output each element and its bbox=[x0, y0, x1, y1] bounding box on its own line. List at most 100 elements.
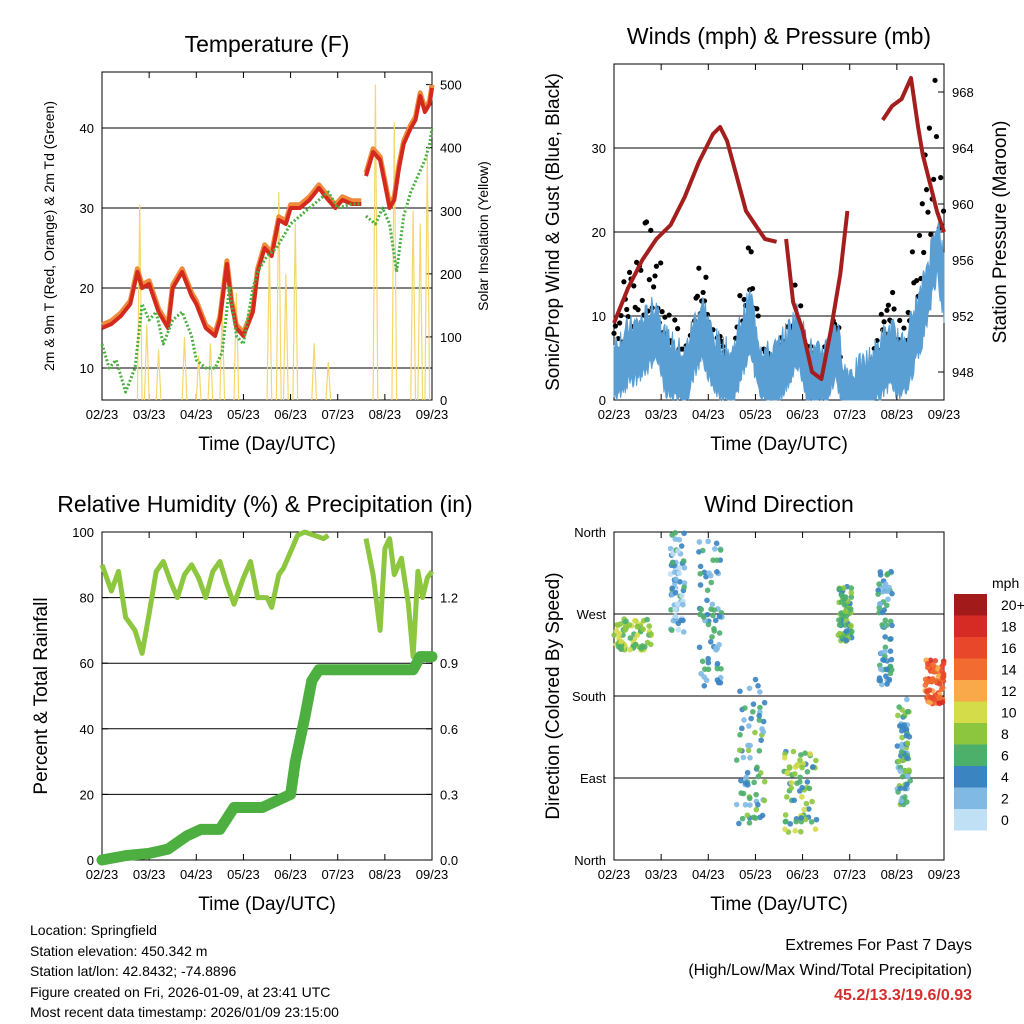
direction-dot bbox=[738, 777, 744, 784]
direction-dot bbox=[739, 815, 746, 822]
direction-dot bbox=[899, 744, 905, 751]
direction-dot bbox=[759, 812, 766, 819]
legend-label: 2 bbox=[1001, 791, 1009, 807]
dewpoint-line bbox=[365, 127, 434, 274]
gust-dot bbox=[700, 289, 706, 296]
direction-dot bbox=[714, 557, 720, 563]
direction-dot bbox=[939, 684, 946, 691]
humidity-panel: 02/23 03/23 04/23 05/23 06/23 07/23 08/23 09/23… bbox=[31, 491, 473, 915]
gust-dot bbox=[933, 133, 940, 140]
solar-spike bbox=[143, 324, 150, 401]
direction-dot bbox=[714, 645, 720, 652]
direction-dot bbox=[806, 806, 812, 812]
solar-spike bbox=[266, 248, 273, 401]
direction-dot bbox=[747, 802, 753, 808]
direction-dot bbox=[750, 701, 757, 707]
y2-tick-label: 960 bbox=[952, 197, 974, 212]
direction-dot bbox=[842, 622, 848, 628]
direction-dot bbox=[877, 569, 884, 575]
solar-spike bbox=[410, 210, 417, 401]
station-info: Location: Springfield Station elevation:… bbox=[30, 920, 339, 1023]
x-tick-label: 04/23 bbox=[180, 867, 213, 882]
y-tick-label: South bbox=[572, 689, 606, 704]
direction-dot bbox=[810, 764, 816, 770]
direction-dot bbox=[904, 755, 910, 761]
x-tick-label: 02/23 bbox=[598, 407, 631, 422]
direction-dot bbox=[884, 571, 891, 577]
direction-dot bbox=[888, 636, 894, 642]
direction-dot bbox=[714, 660, 721, 667]
rh-line bbox=[99, 529, 330, 656]
direction-dot bbox=[668, 607, 674, 613]
direction-dot bbox=[707, 572, 714, 579]
direction-dot bbox=[710, 612, 716, 619]
direction-dot bbox=[740, 754, 747, 761]
direction-dot bbox=[696, 549, 702, 555]
gust-dot bbox=[916, 232, 923, 239]
y2-tick-label: 200 bbox=[440, 267, 462, 282]
direction-dot bbox=[632, 641, 639, 648]
direction-dot bbox=[761, 778, 768, 785]
direction-dot bbox=[899, 727, 905, 734]
direction-dot bbox=[711, 628, 718, 634]
direction-dot bbox=[697, 582, 704, 588]
precip-line bbox=[96, 651, 438, 866]
legend-swatch bbox=[954, 744, 987, 766]
gust-dot bbox=[672, 317, 678, 323]
direction-dot bbox=[924, 679, 930, 686]
x-tick-label: 03/23 bbox=[645, 407, 678, 422]
pressure-line bbox=[881, 76, 946, 233]
direction-dot bbox=[813, 816, 820, 823]
x-tick-label: 02/23 bbox=[86, 867, 119, 882]
direction-dot bbox=[716, 630, 723, 636]
direction-dot bbox=[752, 676, 759, 683]
gust-dot bbox=[897, 317, 903, 324]
direction-dot bbox=[677, 578, 683, 585]
direction-dot bbox=[648, 641, 654, 648]
direction-dot bbox=[627, 646, 633, 653]
x-tick-label: 05/23 bbox=[739, 407, 772, 422]
direction-dot bbox=[895, 712, 901, 719]
temperature-ylabel: 2m & 9m T (Red, Orange) & 2m Td (Green) bbox=[41, 101, 57, 371]
humidity-ylabel: Percent & Total Rainfall bbox=[31, 597, 52, 794]
direction-dot bbox=[904, 781, 910, 788]
direction-dot bbox=[902, 785, 908, 792]
gust-dot bbox=[659, 309, 665, 315]
x-tick-label: 07/23 bbox=[833, 407, 866, 422]
gust-dot bbox=[938, 175, 944, 181]
direction-dot bbox=[674, 601, 681, 607]
direction-dot bbox=[799, 794, 805, 800]
direction-dot bbox=[753, 806, 760, 813]
direction-dot bbox=[935, 673, 942, 680]
solar-spike bbox=[311, 343, 318, 401]
direction-dot bbox=[699, 658, 706, 665]
direction-dot bbox=[634, 623, 641, 630]
legend-label: 0 bbox=[1001, 812, 1009, 828]
direction-dot bbox=[705, 538, 711, 545]
legend-swatch bbox=[954, 680, 987, 702]
direction-dot bbox=[882, 634, 888, 640]
direction-dot bbox=[675, 626, 682, 633]
direction-dot bbox=[939, 667, 945, 674]
direction-panel: 02/23 03/23 04/23 05/23 06/23 07/23 08/23 09/23… bbox=[543, 491, 1024, 915]
y-tick-label: 20 bbox=[80, 281, 94, 296]
gust-dot bbox=[658, 260, 664, 266]
direction-dot bbox=[738, 790, 744, 796]
solar-spike bbox=[424, 153, 431, 401]
y-tick-label: 40 bbox=[80, 121, 94, 136]
direction-xlabel: Time (Day/UTC) bbox=[710, 894, 848, 915]
humidity-title: Relative Humidity (%) & Precipitation (i… bbox=[57, 491, 472, 517]
legend-swatch bbox=[954, 809, 987, 831]
winds-y2label: Station Pressure (Maroon) bbox=[990, 121, 1011, 344]
winds-ylabel: Sonic/Prop Wind & Gust (Blue, Black) bbox=[543, 73, 564, 391]
direction-dot bbox=[848, 594, 855, 600]
direction-dot bbox=[705, 621, 712, 628]
solar-spike bbox=[136, 204, 143, 401]
direction-dot bbox=[701, 674, 707, 680]
gust-dot bbox=[884, 307, 890, 313]
direction-dot bbox=[836, 622, 843, 628]
legend-swatch bbox=[954, 658, 987, 680]
direction-dot bbox=[638, 644, 644, 651]
y2-tick-label: 0.0 bbox=[440, 853, 458, 868]
gust-dot bbox=[634, 259, 640, 265]
